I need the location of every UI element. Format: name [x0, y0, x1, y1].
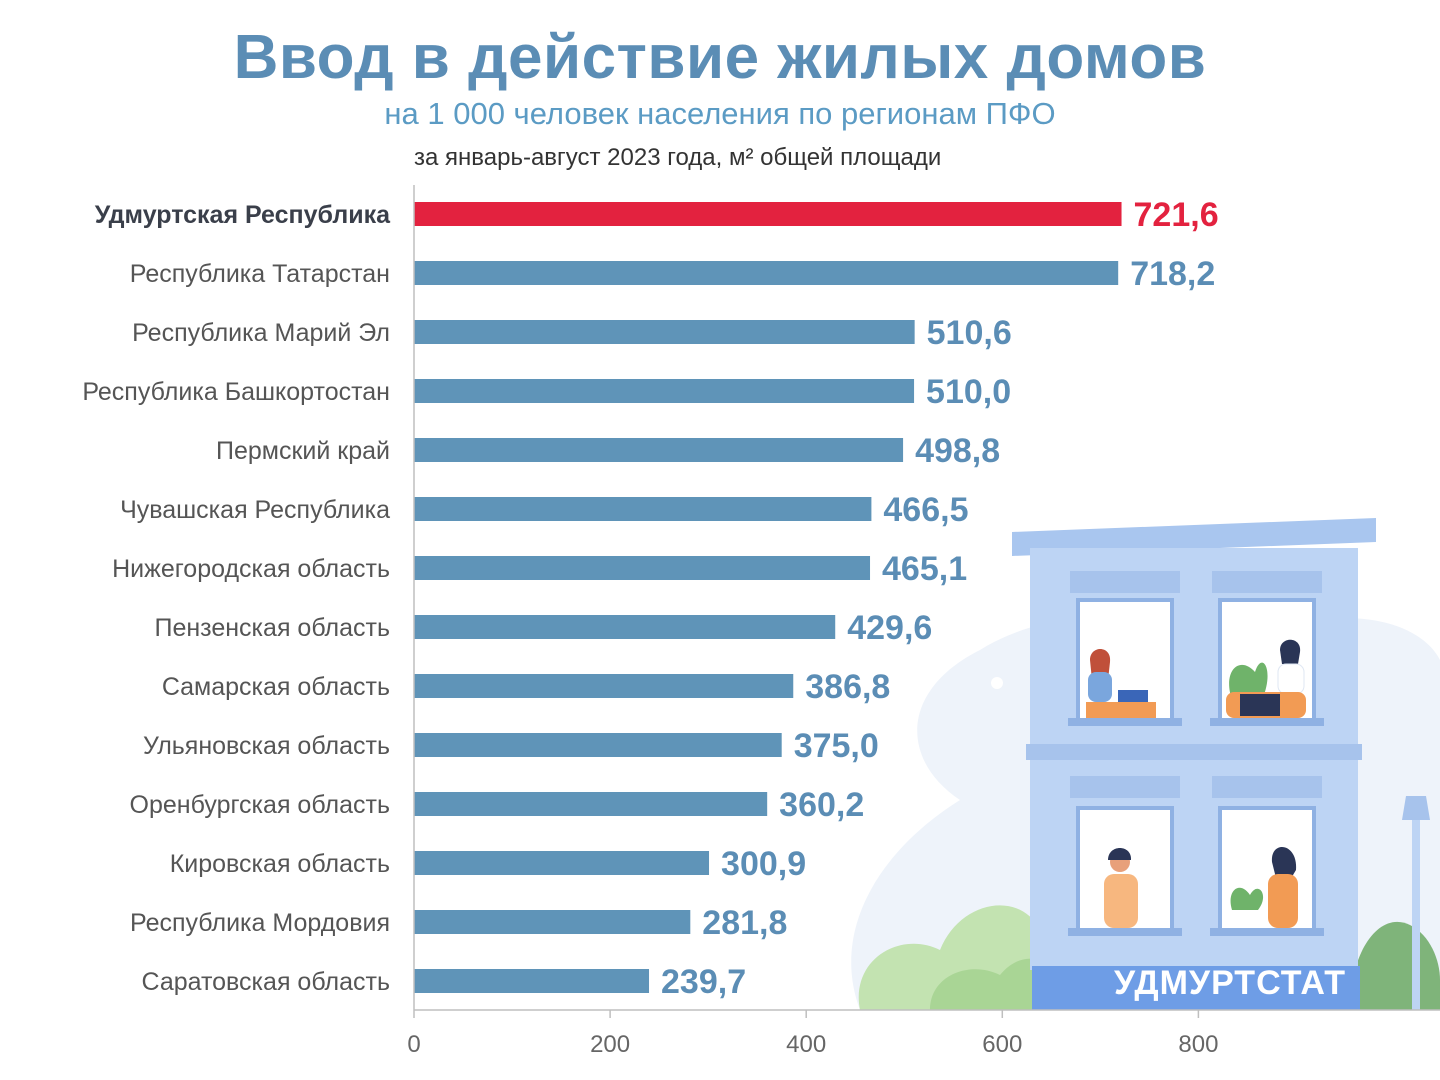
value-labels: 721,6 718,2 510,6 510,0 498,8 466,5 465,1 429,6… [661, 196, 1219, 1001]
person-hair [1108, 848, 1132, 860]
street-lamp-pole [1412, 818, 1420, 1010]
window-sill [1068, 928, 1182, 936]
bar [414, 556, 871, 580]
x-tick-label: 0 [407, 1031, 420, 1058]
bar [414, 202, 1122, 226]
category-label: Республика Марий Эл [132, 319, 390, 347]
person-legs [1240, 694, 1280, 716]
bars-group [414, 202, 1122, 993]
data-label: 498,8 [915, 432, 1000, 470]
bar [414, 438, 904, 462]
chart-subtitle: на 1 000 человек населения по регионам П… [384, 96, 1056, 131]
category-label: Удмуртская Республика [95, 201, 391, 229]
window-sill [1210, 718, 1324, 726]
x-axis-ticks: 0 200 400 600 800 [407, 1010, 1218, 1058]
chart-title: Ввод в действие жилых домов [233, 23, 1207, 92]
bar [414, 910, 691, 934]
data-label: 429,6 [847, 609, 932, 647]
data-label: 718,2 [1130, 255, 1215, 293]
decor-dot [991, 677, 1003, 689]
category-label: Саратовская область [141, 968, 390, 996]
bar [414, 261, 1119, 285]
building-roof [1012, 518, 1376, 556]
bush-left-dark [930, 958, 1060, 1010]
category-label: Чувашская Республика [120, 496, 390, 524]
x-tick-label: 200 [590, 1031, 630, 1058]
data-label: 510,0 [926, 373, 1011, 411]
plant-icon [1230, 887, 1264, 910]
bar [414, 615, 836, 639]
bar [414, 792, 768, 816]
bar [414, 851, 710, 875]
category-label: Кировская область [170, 850, 390, 878]
x-tick-label: 800 [1178, 1031, 1218, 1058]
category-label: Республика Татарстан [130, 260, 390, 288]
category-label: Пермский край [216, 437, 390, 465]
building-floor-divider [1026, 744, 1362, 760]
category-label: Оренбургская область [130, 791, 390, 819]
data-label: 360,2 [779, 786, 864, 824]
x-tick-label: 400 [786, 1031, 826, 1058]
category-label: Самарская область [162, 673, 390, 701]
bar [414, 674, 794, 698]
data-label: 386,8 [805, 668, 890, 706]
bar [414, 320, 915, 344]
sofa [1086, 702, 1156, 718]
chart-note: за январь-август 2023 года, м² общей пло… [414, 144, 942, 171]
category-label: Ульяновская область [143, 732, 390, 760]
data-label: 300,9 [721, 845, 806, 883]
bar [414, 969, 650, 993]
category-label: Республика Мордовия [130, 909, 390, 937]
person-body [1268, 874, 1298, 928]
data-label: 281,8 [702, 904, 787, 942]
window-sill [1210, 928, 1324, 936]
person-hair [1271, 847, 1297, 880]
category-label: Республика Башкортостан [82, 378, 390, 406]
data-label: 239,7 [661, 963, 746, 1001]
category-labels: Удмуртская Республика Республика Татарста… [82, 201, 391, 996]
category-label: Нижегородская область [112, 555, 390, 583]
bar [414, 733, 782, 757]
data-label: 721,6 [1134, 196, 1219, 234]
data-label: 510,6 [927, 314, 1012, 352]
brand-label: УДМУРТСТАТ [1113, 964, 1347, 1002]
window-bottom-right-blind [1212, 776, 1322, 798]
x-tick-label: 600 [982, 1031, 1022, 1058]
data-label: 375,0 [794, 727, 879, 765]
window-top-left-blind [1070, 571, 1180, 593]
person-body [1088, 672, 1112, 702]
window-sill [1068, 718, 1182, 726]
bar [414, 497, 872, 521]
bar [414, 379, 915, 403]
category-label: Пензенская область [154, 614, 390, 642]
plant-icon [1229, 662, 1268, 700]
window-bottom-left-blind [1070, 776, 1180, 798]
window-top-right-blind [1212, 571, 1322, 593]
data-label: 465,1 [882, 550, 967, 588]
street-lamp-head [1402, 796, 1430, 820]
person-hair [1280, 639, 1301, 664]
data-label: 466,5 [883, 491, 968, 529]
person-body [1104, 874, 1138, 928]
building-base [1032, 966, 1360, 1010]
